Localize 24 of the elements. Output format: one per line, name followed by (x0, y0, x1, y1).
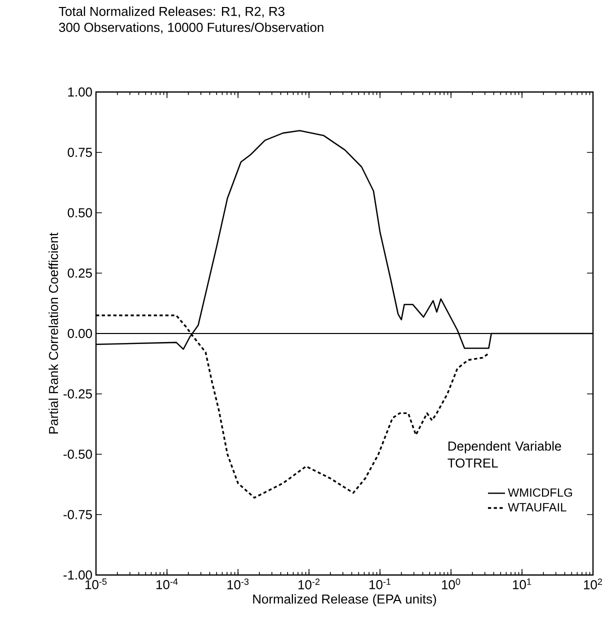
y-tick-label: 0.25 (68, 268, 92, 278)
x-axis-title: Normalized Release (EPA units) (253, 594, 436, 606)
x-tick-label: 10$^{-1}$ (370, 578, 391, 590)
y-tick-label: -0.25 (64, 389, 92, 398)
chart-subtitle: 300 Observations, 10000 Futures/Observation (59, 22, 324, 34)
x-tick-label: 10$^{1}$ (513, 578, 532, 590)
x-tick-label: 10$^{-2}$ (298, 578, 320, 590)
legend-title: Dependent Variable TOTREL (448, 441, 562, 468)
legend-label: WTAUFAIL (508, 503, 566, 512)
y-tick-label: 1.00 (68, 87, 92, 97)
chart-title: Total Normalized Releases: R1, R2, R3 (58, 6, 284, 18)
y-axis-title: Partial Rank Correlation Coefficient (48, 232, 58, 434)
y-tick-label: -0.75 (64, 510, 92, 520)
y-tick-label: -0.50 (64, 450, 92, 459)
y-tick-label: 0.50 (68, 208, 92, 218)
x-tick-label: 10$^{-3}$ (228, 578, 249, 590)
x-tick-label: 10$^{0}$ (442, 578, 460, 590)
x-tick-label: 10$^{-5}$ (85, 578, 107, 590)
x-tick-label: 10$^{2}$ (584, 578, 602, 590)
y-tick-label: -1.00 (64, 570, 92, 580)
y-tick-label: 0.75 (68, 148, 92, 157)
y-tick-label: 0.00 (68, 328, 92, 338)
legend-label: WMICDFLG (508, 488, 572, 497)
x-tick-label: 10$^{-4}$ (156, 578, 178, 590)
